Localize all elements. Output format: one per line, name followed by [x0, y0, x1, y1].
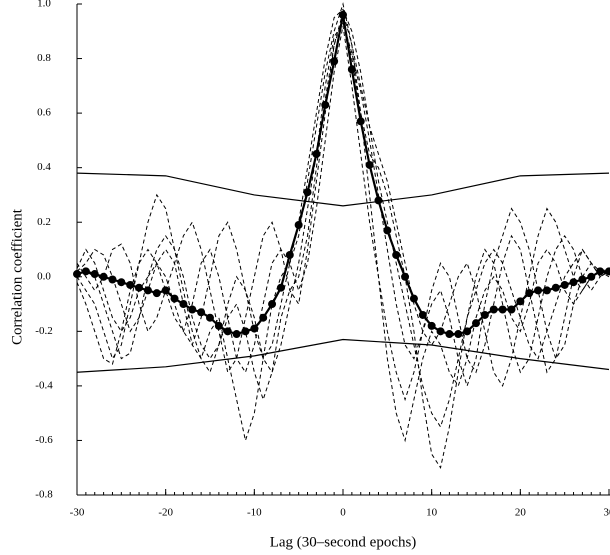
mean-point	[498, 305, 507, 314]
mean-point	[312, 150, 321, 159]
x-tick-label: -10	[247, 507, 262, 519]
mean-point	[161, 286, 170, 295]
mean-point	[463, 327, 472, 336]
x-tick-label: -30	[70, 507, 85, 519]
mean-point	[507, 305, 516, 314]
mean-point	[250, 324, 259, 333]
mean-point	[108, 275, 117, 284]
mean-point	[472, 319, 480, 328]
mean-point	[401, 272, 410, 281]
mean-point	[188, 305, 197, 314]
mean-point	[143, 286, 152, 295]
mean-point	[197, 308, 206, 317]
mean-point	[152, 289, 161, 298]
y-tick-label: 0.8	[37, 52, 51, 64]
mean-point	[90, 270, 99, 279]
y-tick-label: 1.0	[37, 0, 51, 10]
mean-point	[365, 160, 374, 169]
mean-point	[525, 289, 534, 298]
mean-point	[126, 280, 135, 289]
mean-point	[383, 226, 392, 235]
mean-point	[534, 286, 543, 295]
mean-point	[214, 321, 223, 330]
y-tick-label: -0.8	[35, 489, 53, 501]
mean-point	[330, 57, 339, 66]
mean-point	[551, 283, 560, 292]
mean-point	[81, 267, 90, 276]
mean-point	[427, 321, 436, 330]
mean-point	[542, 286, 551, 295]
mean-point	[321, 100, 330, 109]
mean-point	[276, 283, 285, 292]
mean-point	[223, 327, 232, 336]
mean-point	[259, 313, 268, 322]
confidence-band	[76, 338, 610, 373]
mean-point	[285, 250, 294, 259]
dashed-series-line	[76, 2, 610, 443]
mean-point	[303, 188, 312, 197]
mean-point	[99, 272, 108, 281]
y-tick-label: 0.4	[37, 161, 51, 173]
mean-point	[232, 330, 241, 339]
x-tick-label: 20	[515, 507, 527, 519]
mean-point	[454, 330, 463, 339]
dashed-series-line	[76, 25, 610, 402]
x-tick-label: -20	[158, 507, 173, 519]
y-tick-label: 0.2	[37, 216, 51, 228]
mean-point	[480, 310, 489, 319]
y-tick-label: -0.4	[35, 379, 53, 391]
mean-point	[241, 327, 250, 336]
mean-point	[356, 117, 365, 126]
mean-point	[206, 313, 214, 322]
y-tick-label: -0.2	[35, 325, 52, 337]
dashed-series-line	[76, 8, 610, 428]
mean-point	[73, 270, 81, 279]
mean-point	[445, 330, 454, 339]
mean-point	[436, 327, 445, 336]
mean-point	[409, 294, 418, 303]
mean-point	[347, 65, 356, 74]
mean-point	[392, 250, 401, 259]
x-tick-label: 30	[604, 507, 610, 519]
x-tick-label: 10	[426, 507, 438, 519]
mean-point	[268, 300, 277, 309]
mean-point	[418, 310, 427, 319]
mean-point	[587, 272, 596, 281]
mean-point	[374, 196, 383, 205]
y-tick-label: -0.6	[35, 434, 53, 446]
x-tick-label: 0	[340, 507, 346, 519]
mean-point	[170, 294, 179, 303]
mean-point	[179, 300, 188, 309]
mean-point	[569, 278, 578, 287]
mean-point	[605, 267, 610, 276]
y-tick-label: 0.6	[37, 107, 51, 119]
y-axis-title: Correlation coefficient	[9, 208, 25, 345]
mean-point	[489, 305, 498, 314]
mean-point	[596, 267, 605, 276]
mean-point	[560, 280, 569, 289]
mean-point	[339, 10, 347, 19]
mean-point	[294, 220, 303, 229]
mean-point	[578, 275, 587, 284]
mean-point	[117, 278, 126, 287]
mean-point	[135, 283, 144, 292]
y-tick-label: 0.0	[37, 270, 51, 282]
dashed-series-line	[76, 21, 610, 374]
mean-point	[516, 297, 525, 306]
x-axis-title: Lag (30–second epochs)	[270, 534, 417, 550]
confidence-band	[76, 172, 610, 207]
